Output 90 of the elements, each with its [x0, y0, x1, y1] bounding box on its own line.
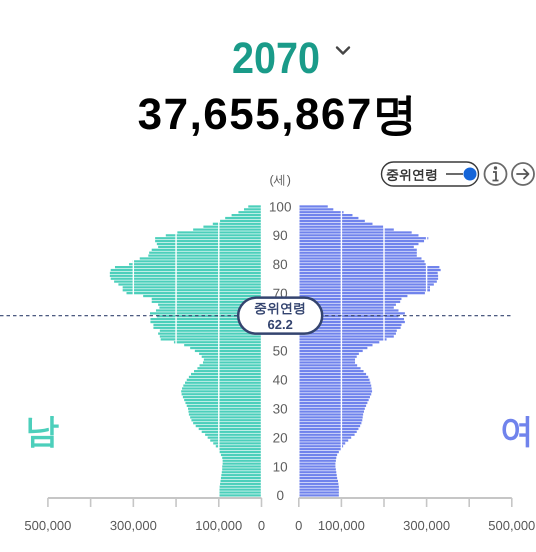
bar [114, 266, 262, 268]
y-tick-label: 0 [276, 488, 284, 504]
bar [216, 445, 262, 448]
bar [122, 289, 262, 292]
bar [199, 352, 262, 355]
bar [222, 460, 262, 462]
bar [298, 408, 365, 410]
bar [298, 370, 364, 372]
bar [182, 396, 262, 398]
ref-line-label: 중위연령 62.2 [254, 300, 306, 332]
bar [298, 445, 344, 448]
bar [298, 274, 438, 277]
bar [298, 382, 370, 384]
bar [298, 422, 362, 424]
bar [193, 422, 262, 424]
x-tick-label: 500,000 [488, 518, 536, 533]
x-tick-label: 300,000 [110, 518, 157, 533]
bar [298, 434, 355, 436]
bar [205, 434, 262, 436]
bar [298, 482, 338, 485]
bar [298, 404, 366, 407]
bar [298, 486, 339, 488]
bar [298, 396, 370, 398]
bar [298, 240, 424, 242]
bar [186, 378, 262, 381]
bar [191, 419, 262, 422]
bar [298, 460, 336, 462]
bar [155, 237, 262, 240]
bar [194, 370, 262, 372]
bar [110, 274, 262, 277]
bar [149, 252, 262, 254]
bar [298, 252, 417, 254]
bar [298, 278, 438, 280]
bar [298, 378, 370, 381]
bar [298, 448, 341, 450]
bar [220, 486, 262, 488]
y-tick-label: 40 [272, 372, 288, 388]
x-tick-label: 500,000 [24, 518, 72, 533]
bar [185, 382, 262, 384]
bar [298, 260, 424, 262]
bar [186, 404, 262, 407]
bar [298, 286, 430, 288]
bar [298, 289, 430, 292]
text: 중위연령 [386, 167, 438, 182]
chart-title: 2070 [232, 34, 330, 83]
bar [298, 430, 357, 433]
y-tick-label: 50 [272, 344, 288, 359]
bar [152, 248, 262, 251]
y-tick-label: 80 [272, 257, 288, 272]
bar [155, 240, 262, 242]
bar [202, 430, 262, 433]
x-tick-label: 0 [258, 518, 266, 533]
bar [160, 338, 262, 341]
bar [298, 471, 336, 474]
bar [110, 278, 262, 280]
bar [188, 408, 262, 410]
bar [298, 248, 417, 251]
text: 여 [500, 412, 534, 450]
bar [132, 260, 262, 262]
y-axis-title: (세) [270, 173, 291, 187]
bar [298, 456, 336, 459]
y-tick-label: 10 [272, 459, 288, 474]
x-tick-label: 0 [295, 518, 302, 533]
bar [182, 393, 262, 396]
y-tick-label: 30 [272, 402, 288, 417]
bar [298, 474, 337, 476]
y-tick-label: 20 [272, 430, 288, 446]
bar [218, 448, 262, 450]
bar [298, 393, 372, 396]
bar [298, 237, 428, 240]
bar [222, 471, 262, 474]
text: 남 [25, 412, 59, 450]
bar [122, 286, 262, 288]
bar [197, 367, 262, 370]
bar [298, 356, 357, 358]
x-tick-label: 100,000 [195, 518, 242, 533]
y-tick-label: 100 [268, 199, 292, 214]
bar [126, 292, 262, 294]
bar [202, 356, 262, 358]
x-tick-label: 300,000 [403, 518, 450, 533]
bar [298, 367, 361, 370]
bar [220, 482, 262, 485]
chart-subtitle: 37,655,867명 [138, 90, 418, 139]
bar [222, 456, 262, 459]
bar [298, 266, 440, 268]
bar [221, 474, 262, 476]
y-tick-label: 90 [272, 228, 288, 244]
bar [298, 419, 362, 422]
bar [298, 352, 359, 355]
x-tick-label: 100,000 [318, 518, 365, 533]
